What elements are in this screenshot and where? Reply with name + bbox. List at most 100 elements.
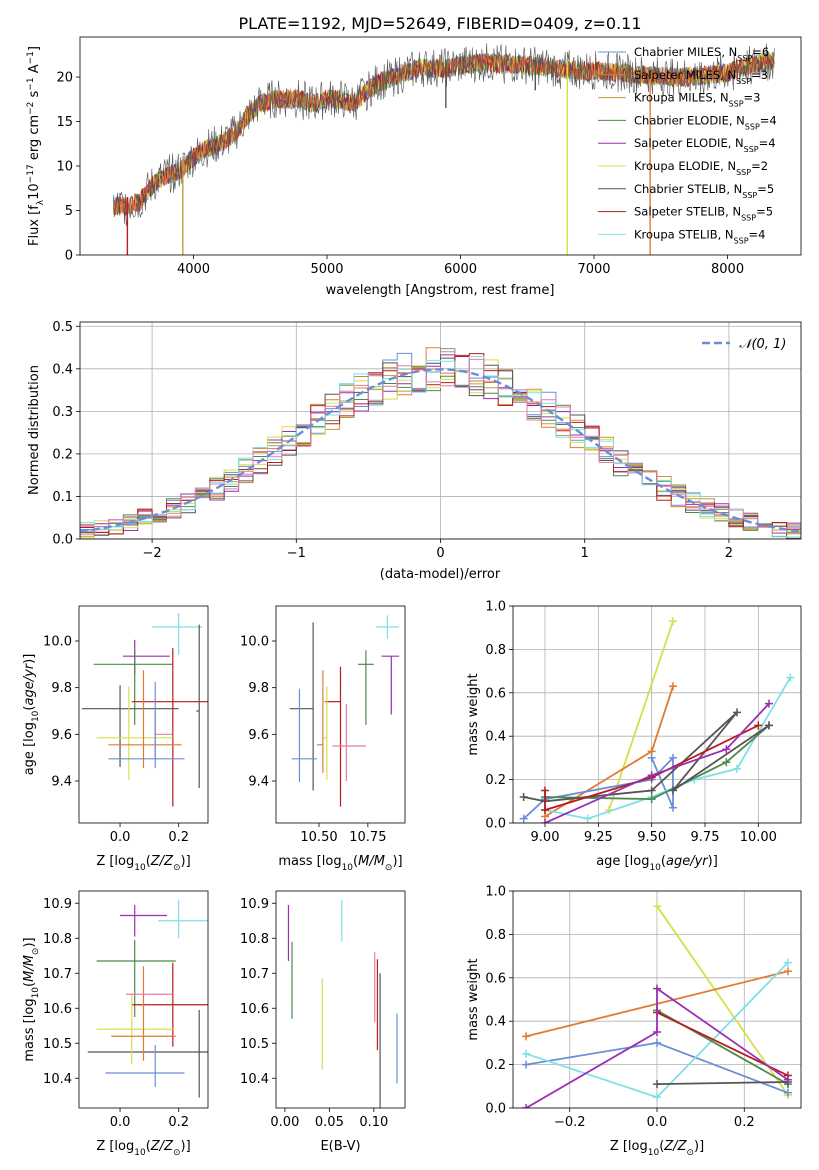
weight-marker xyxy=(653,1080,661,1089)
spectrum-line xyxy=(113,43,775,226)
x-tick-label: 10.75 xyxy=(349,830,386,845)
legend-entry: Salpeter STELIB, NSSP=5 xyxy=(634,205,773,223)
weight-marker xyxy=(765,699,773,708)
y-tick-label: 9.8 xyxy=(51,681,72,696)
x-tick-label: 0 xyxy=(436,546,444,561)
axes-frame xyxy=(78,890,209,1109)
x-tick-label: 8000 xyxy=(711,262,744,277)
y-tick-label: 0.1 xyxy=(52,490,73,505)
x-axis-label: (data-model)/error xyxy=(380,567,501,582)
y-tick-label: 0.0 xyxy=(485,1102,506,1117)
age-vs-mass-panel: 10.50 10.75 9.4 9.6 9.8 10.0 mass [log10(M/M⊙)… xyxy=(240,605,406,873)
axes-frame xyxy=(275,890,406,1109)
weight-vs-age-panel: 9.00 9.25 9.50 9.75 10.00 0.0 0.2 0.4 0.6 0.8 1.0 a… xyxy=(466,600,802,873)
y-tick-label: 0.8 xyxy=(485,928,506,943)
weight-marker xyxy=(669,786,677,795)
y-tick-label: 15 xyxy=(56,115,73,130)
x-axis-label: Z [log10(Z/Z⊙)] xyxy=(96,1139,190,1158)
weight-marker xyxy=(522,1060,531,1069)
axes-frame xyxy=(275,605,406,824)
legend-entry: Salpeter MILES, NSSP=3 xyxy=(634,68,768,86)
spectrum-panel: 4000 5000 6000 7000 8000 0 5 10 15 20 wavelength [… xyxy=(26,36,802,298)
y-tick-label: 1.0 xyxy=(485,600,506,615)
residuals-panel: −2 −1 0 1 2 0.0 0.1 0.2 0.3 0.4 0.5 𝒩(0, 1) (data-mo… xyxy=(27,320,802,582)
y-tick-label: 0.4 xyxy=(485,730,506,745)
y-tick-label: 10.0 xyxy=(240,635,269,650)
y-axis-label: mass weight xyxy=(466,958,481,1040)
y-tick-label: 0.4 xyxy=(485,1015,506,1030)
x-axis-label: mass [log10(M/M⊙)] xyxy=(278,854,402,873)
axes-frame xyxy=(79,36,802,256)
weight-line xyxy=(523,755,674,820)
weight-marker xyxy=(541,819,549,823)
plot-area xyxy=(522,902,792,1108)
y-tick-label: 0.4 xyxy=(52,362,73,377)
x-tick-label: 0.0 xyxy=(110,830,131,845)
weight-marker xyxy=(669,803,677,812)
x-tick-label: 2 xyxy=(725,546,733,561)
x-tick-label: 0.00 xyxy=(270,1115,299,1130)
weight-marker xyxy=(653,1093,661,1102)
y-tick-label: 9.8 xyxy=(248,681,269,696)
plot-area xyxy=(87,899,208,1098)
y-tick-label: 9.4 xyxy=(248,775,269,790)
y-tick-label: 10.9 xyxy=(240,897,269,912)
y-axis-label: Normed distribution xyxy=(27,365,42,495)
x-tick-label: 10.00 xyxy=(740,830,777,845)
x-tick-label: 0.2 xyxy=(168,830,189,845)
plot-area xyxy=(289,615,400,807)
x-tick-label: −1 xyxy=(287,546,306,561)
x-tick-label: 9.50 xyxy=(637,830,666,845)
x-tick-label: 9.25 xyxy=(584,830,613,845)
y-tick-label: 5 xyxy=(65,204,73,219)
legend-entry: Chabrier MILES, NSSP=6 xyxy=(634,45,769,63)
x-axis-label: age [log10(age/yr)] xyxy=(596,854,718,873)
legend-entry: Kroupa STELIB, NSSP=4 xyxy=(634,227,765,245)
x-tick-label: 0.0 xyxy=(647,1115,668,1130)
x-tick-label: 7000 xyxy=(577,262,610,277)
weight-marker xyxy=(522,1104,531,1108)
y-tick-label: 0.0 xyxy=(52,533,73,548)
y-tick-label: 1.0 xyxy=(485,885,506,900)
weight-marker xyxy=(722,758,731,767)
plot-area xyxy=(80,347,801,539)
y-tick-label: 0.2 xyxy=(485,1058,506,1073)
weight-vs-metallicity-panel: −0.2 0.0 0.2 0.0 0.2 0.4 0.6 0.8 1.0 Z [log10(Z/Z… xyxy=(466,885,802,1158)
x-axis-label: E(B-V) xyxy=(320,1139,360,1154)
y-tick-label: 9.6 xyxy=(248,728,269,743)
y-tick-label: 0.8 xyxy=(485,643,506,658)
y-tick-label: 10.0 xyxy=(43,635,72,650)
y-tick-label: 10.4 xyxy=(240,1072,269,1087)
weight-marker xyxy=(653,1028,661,1037)
y-tick-label: 10.6 xyxy=(240,1002,269,1017)
y-tick-label: 0.3 xyxy=(52,405,73,420)
plot-area xyxy=(81,613,208,807)
x-axis-label: wavelength [Angstrom, rest frame] xyxy=(326,283,555,298)
axes-frame xyxy=(78,605,209,824)
y-tick-label: 9.4 xyxy=(51,775,72,790)
y-tick-label: 10.8 xyxy=(240,932,269,947)
weight-marker xyxy=(783,1088,792,1097)
weight-marker xyxy=(647,753,656,762)
y-tick-label: 10.8 xyxy=(43,932,72,947)
y-axis-label: mass [log10(M/M⊙)] xyxy=(22,937,41,1061)
axes-frame xyxy=(512,890,802,1109)
histogram-step xyxy=(80,358,801,535)
x-tick-label: 0.05 xyxy=(315,1115,344,1130)
x-tick-label: 6000 xyxy=(444,262,477,277)
weight-marker xyxy=(733,708,741,717)
weight-marker xyxy=(647,771,656,780)
weight-marker xyxy=(519,792,528,801)
mass-vs-metallicity-panel: 0.0 0.2 10.4 10.5 10.6 10.7 10.8 10.9 Z [log10(Z… xyxy=(22,890,209,1158)
y-tick-label: 10.4 xyxy=(43,1072,72,1087)
x-tick-label: −0.2 xyxy=(554,1115,586,1130)
weight-line xyxy=(608,620,674,811)
weight-line xyxy=(544,724,759,812)
weight-marker xyxy=(653,1038,661,1047)
y-tick-label: 0.6 xyxy=(485,971,506,986)
weight-marker xyxy=(669,753,677,762)
normal-curve xyxy=(80,368,801,533)
figure-title: PLATE=1192, MJD=52649, FIBERID=0409, z=0… xyxy=(238,14,641,33)
weight-marker xyxy=(653,902,661,911)
